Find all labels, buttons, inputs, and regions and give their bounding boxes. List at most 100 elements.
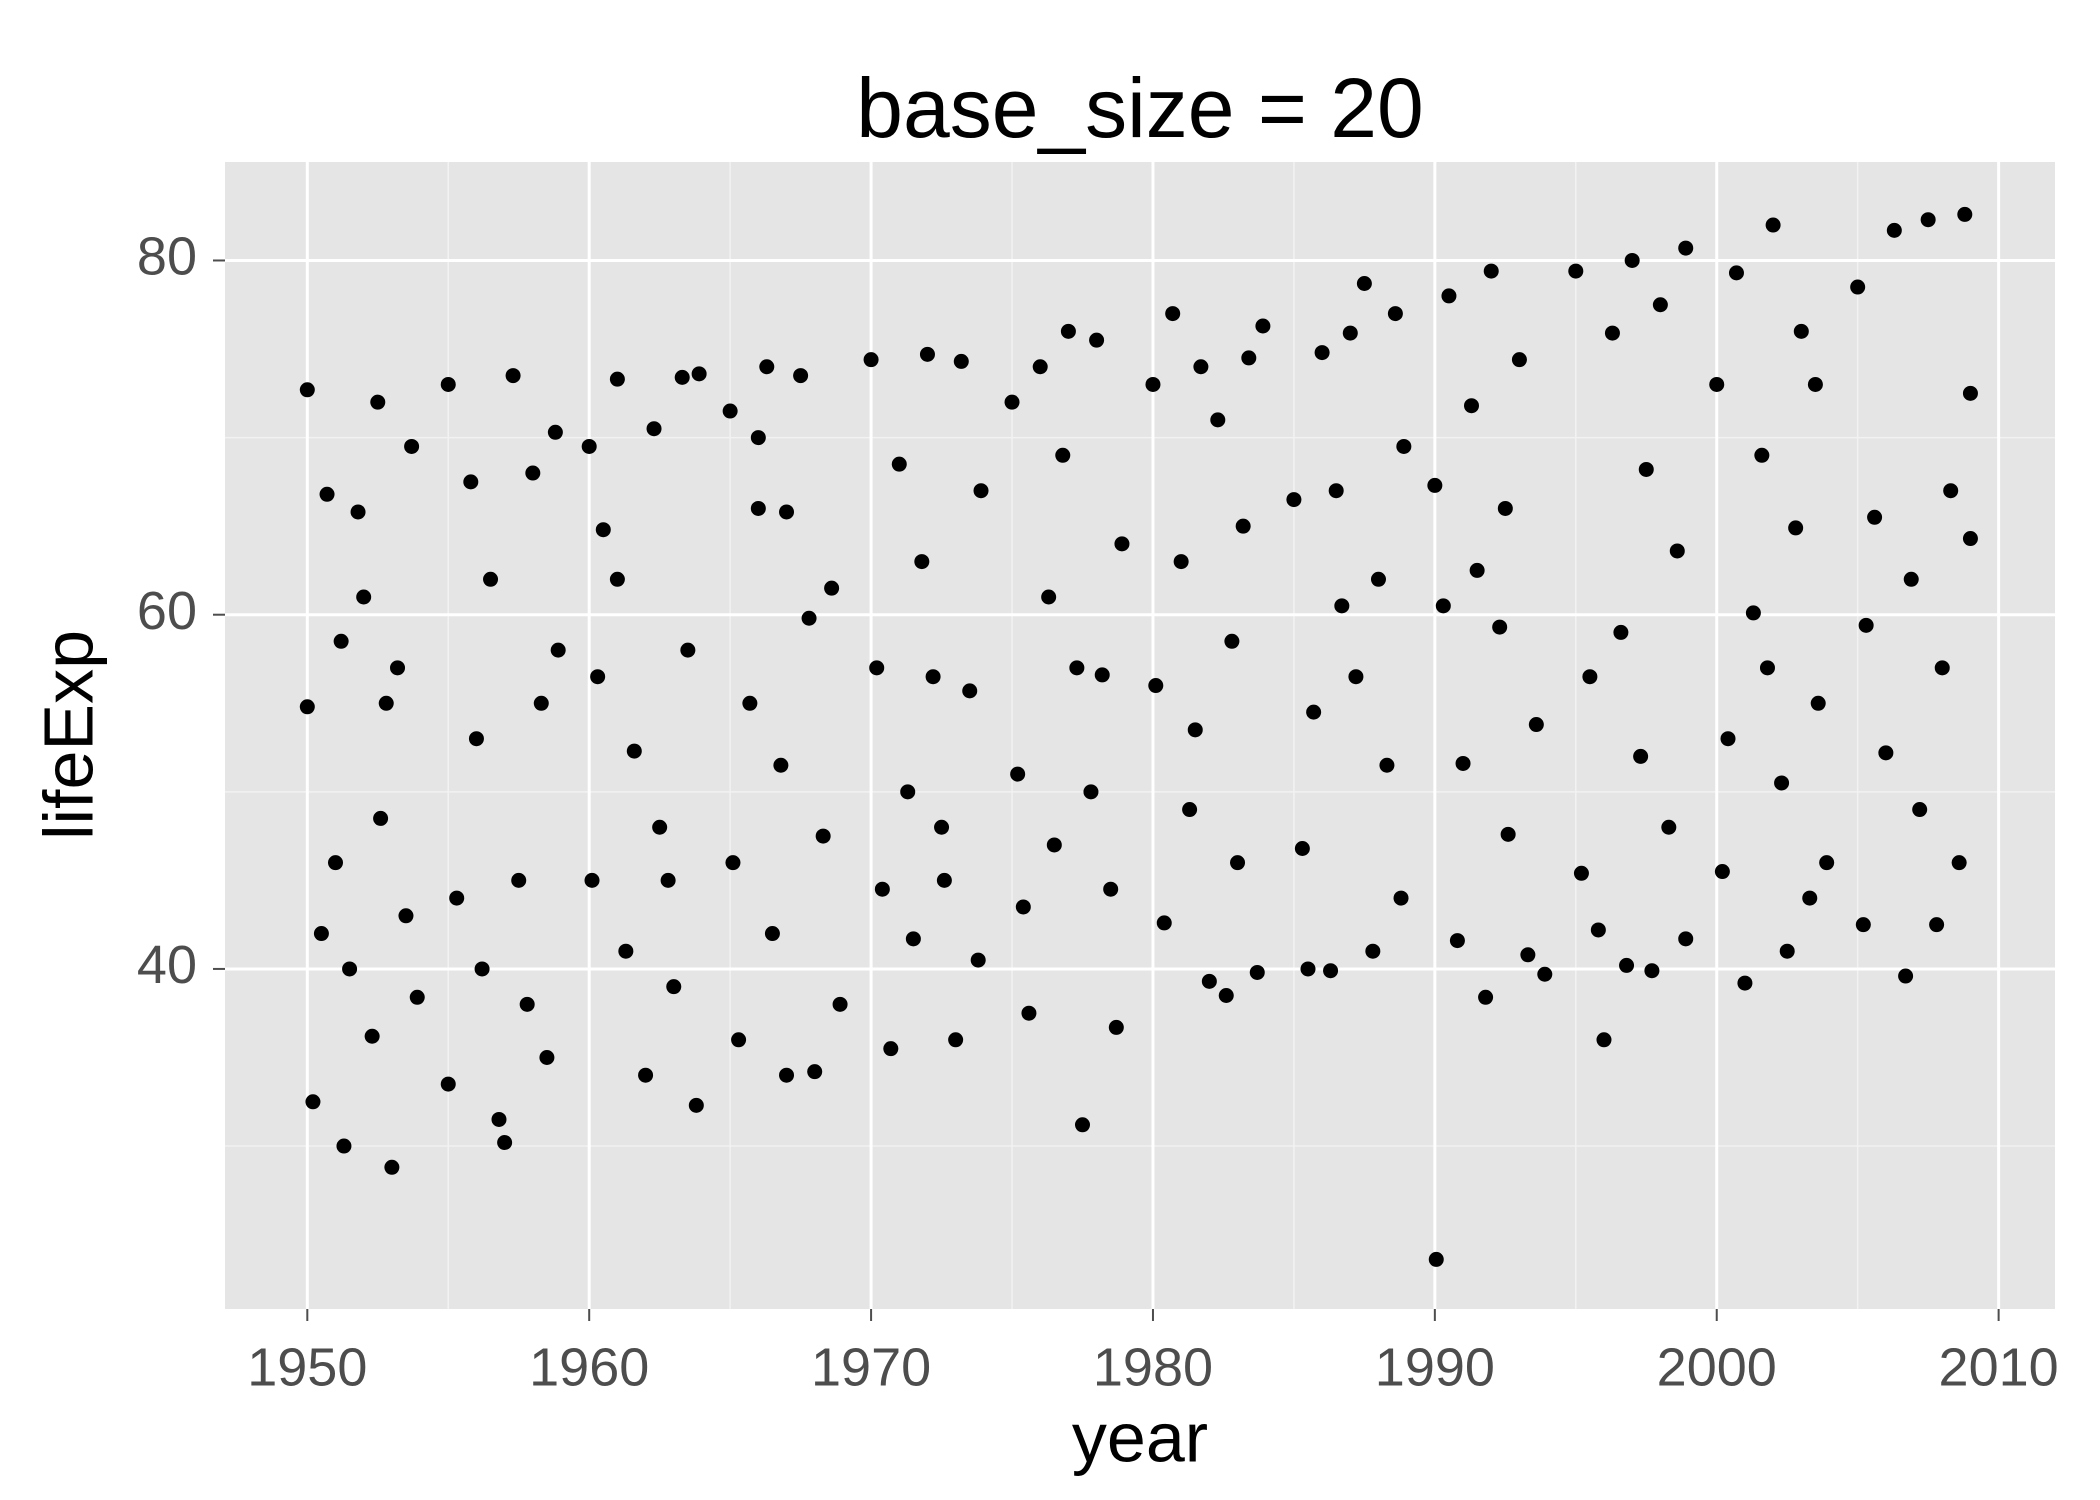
point	[609, 371, 625, 387]
point	[891, 456, 907, 472]
point	[1624, 252, 1640, 268]
y-axis-title: lifeExp	[29, 630, 107, 840]
point	[468, 731, 484, 747]
point	[1754, 447, 1770, 463]
point	[1294, 840, 1310, 856]
x-axis-title: year	[1072, 1398, 1208, 1476]
point	[1528, 717, 1544, 733]
point	[824, 580, 840, 596]
point	[1793, 323, 1809, 339]
panel-background	[225, 162, 2055, 1309]
point	[1235, 518, 1251, 534]
point	[1745, 605, 1761, 621]
point	[342, 961, 358, 977]
point	[1428, 1251, 1444, 1267]
point	[1060, 323, 1076, 339]
point	[1619, 957, 1635, 973]
point	[905, 931, 921, 947]
point	[1387, 306, 1403, 322]
point	[731, 1032, 747, 1048]
point	[1633, 748, 1649, 764]
point	[1094, 667, 1110, 683]
point	[1145, 376, 1161, 392]
point	[333, 633, 349, 649]
point	[1886, 222, 1902, 238]
point	[356, 589, 372, 605]
point	[1286, 492, 1302, 508]
point	[1249, 964, 1265, 980]
point	[1858, 617, 1874, 633]
point	[1032, 359, 1048, 375]
point	[1148, 678, 1164, 694]
point	[1934, 660, 1950, 676]
point	[1396, 438, 1412, 454]
point	[299, 699, 315, 715]
point	[1661, 819, 1677, 835]
point	[1074, 1117, 1090, 1133]
point	[1201, 973, 1217, 989]
point	[1156, 915, 1172, 931]
point	[666, 979, 682, 995]
point	[404, 438, 420, 454]
x-tick-label: 1960	[529, 1337, 649, 1397]
point	[1596, 1032, 1612, 1048]
point	[547, 424, 563, 440]
point	[919, 346, 935, 362]
point	[1041, 589, 1057, 605]
point	[1114, 536, 1130, 552]
point	[883, 1041, 899, 1057]
point	[440, 1076, 456, 1092]
point	[948, 1032, 964, 1048]
point	[449, 890, 465, 906]
point	[1728, 265, 1744, 281]
point	[1021, 1005, 1037, 1021]
point	[463, 474, 479, 490]
point	[1089, 332, 1105, 348]
point	[815, 828, 831, 844]
point	[764, 926, 780, 942]
point	[313, 926, 329, 942]
point	[1356, 276, 1372, 292]
point	[364, 1028, 380, 1044]
point	[936, 872, 952, 888]
point	[725, 855, 741, 871]
point	[1342, 325, 1358, 341]
point	[1669, 543, 1685, 559]
point	[1379, 757, 1395, 773]
point	[581, 438, 597, 454]
point	[962, 683, 978, 699]
point	[1903, 571, 1919, 587]
point	[773, 757, 789, 773]
point	[691, 366, 707, 382]
point	[373, 810, 389, 826]
point	[1441, 288, 1457, 304]
point	[688, 1097, 704, 1113]
point	[1004, 394, 1020, 410]
point	[1055, 447, 1071, 463]
point	[1898, 968, 1914, 984]
point	[801, 610, 817, 626]
point	[550, 642, 566, 658]
x-tick-label: 2010	[1939, 1337, 2059, 1397]
point	[953, 353, 969, 369]
point	[934, 819, 950, 835]
x-tick-label: 1990	[1375, 1337, 1495, 1397]
point	[1638, 461, 1654, 477]
point	[370, 394, 386, 410]
point	[299, 382, 315, 398]
point	[1435, 598, 1451, 614]
point	[1604, 325, 1620, 341]
x-tick-label: 1980	[1093, 1337, 1213, 1397]
point	[674, 369, 690, 385]
point	[1300, 961, 1316, 977]
point	[779, 504, 795, 520]
point	[609, 571, 625, 587]
point	[652, 819, 668, 835]
point	[1788, 520, 1804, 536]
point	[1582, 669, 1598, 685]
point	[1644, 963, 1660, 979]
point	[1046, 837, 1062, 853]
point	[1306, 704, 1322, 720]
point	[1427, 477, 1443, 493]
